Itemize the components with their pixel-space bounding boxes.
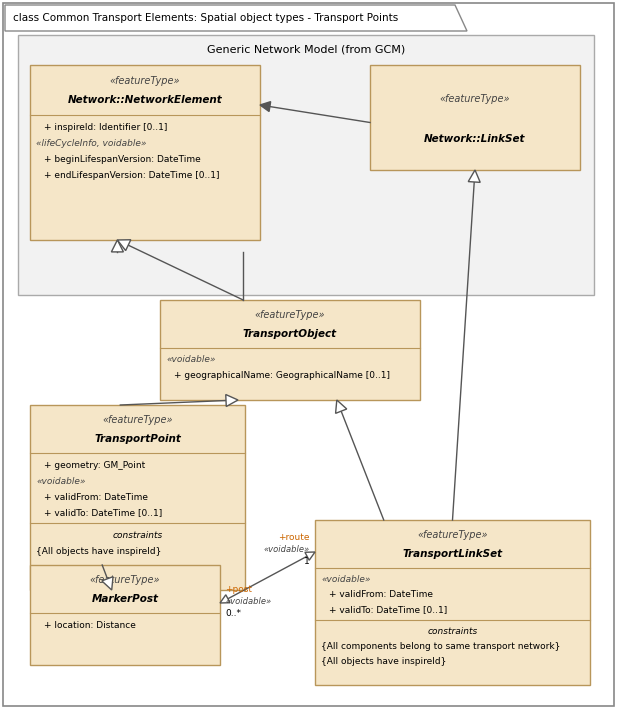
Polygon shape <box>5 5 467 31</box>
Text: Network::NetworkElement: Network::NetworkElement <box>68 95 222 105</box>
Polygon shape <box>112 240 123 252</box>
Polygon shape <box>260 101 271 111</box>
Text: + inspireId: Identifier [0..1]: + inspireId: Identifier [0..1] <box>44 123 167 131</box>
Text: «featureType»: «featureType» <box>110 76 180 86</box>
Polygon shape <box>117 240 131 250</box>
Text: 0..*: 0..* <box>225 608 241 618</box>
Text: + geographicalName: GeographicalName [0..1]: + geographicalName: GeographicalName [0.… <box>174 372 390 381</box>
Text: + validTo: DateTime [0..1]: + validTo: DateTime [0..1] <box>44 508 162 518</box>
Text: TransportObject: TransportObject <box>243 328 337 339</box>
Text: + endLifespanVersion: DateTime [0..1]: + endLifespanVersion: DateTime [0..1] <box>44 170 220 179</box>
Text: «voidable»: «voidable» <box>36 476 85 486</box>
Polygon shape <box>102 576 113 590</box>
Text: «featureType»: «featureType» <box>255 311 325 320</box>
Text: TransportLinkSet: TransportLinkSet <box>402 549 503 559</box>
Text: MarkerPost: MarkerPost <box>91 593 159 603</box>
Text: + location: Distance: + location: Distance <box>44 620 136 630</box>
Text: constraints: constraints <box>112 530 163 540</box>
Text: +route: +route <box>278 533 310 542</box>
Text: + beginLifespanVersion: DateTime: + beginLifespanVersion: DateTime <box>44 155 201 164</box>
Text: constraints: constraints <box>428 627 478 636</box>
Polygon shape <box>220 595 230 603</box>
Text: + validFrom: DateTime: + validFrom: DateTime <box>329 591 433 599</box>
Text: «lifeCycleInfo, voidable»: «lifeCycleInfo, voidable» <box>36 138 146 147</box>
Text: «voidable»: «voidable» <box>166 355 215 364</box>
Text: + geometry: GM_Point: + geometry: GM_Point <box>44 461 145 469</box>
Text: «voidable»: «voidable» <box>321 575 370 584</box>
Text: «featureType»: «featureType» <box>417 530 488 540</box>
Text: «featureType»: «featureType» <box>102 415 173 425</box>
Text: {All objects have inspireId}: {All objects have inspireId} <box>36 547 162 555</box>
Text: class Common Transport Elements: Spatial object types - Transport Points: class Common Transport Elements: Spatial… <box>13 13 398 23</box>
Text: «voidable»: «voidable» <box>264 545 310 554</box>
Text: 1: 1 <box>304 557 310 566</box>
Bar <box>370 65 580 170</box>
Polygon shape <box>336 400 347 413</box>
Text: TransportPoint: TransportPoint <box>94 434 181 444</box>
Bar <box>160 300 420 400</box>
Text: {All objects have inspireId}: {All objects have inspireId} <box>321 657 446 666</box>
Bar <box>18 35 594 295</box>
Text: «featureType»: «featureType» <box>440 94 510 104</box>
Text: + validFrom: DateTime: + validFrom: DateTime <box>44 493 148 501</box>
Text: {All components belong to same transport network}: {All components belong to same transport… <box>321 642 560 651</box>
Polygon shape <box>226 394 238 406</box>
Bar <box>315 520 590 685</box>
Polygon shape <box>468 170 480 182</box>
Text: + validTo: DateTime [0..1]: + validTo: DateTime [0..1] <box>329 605 447 615</box>
Text: «voidable»: «voidable» <box>225 596 271 605</box>
Bar <box>30 65 260 240</box>
Text: «featureType»: «featureType» <box>89 576 160 586</box>
Bar <box>30 405 245 590</box>
Text: Generic Network Model (from GCM): Generic Network Model (from GCM) <box>207 44 405 54</box>
Text: +post: +post <box>225 584 252 593</box>
Text: Network::LinkSet: Network::LinkSet <box>424 133 526 143</box>
Polygon shape <box>305 552 315 560</box>
Bar <box>30 565 220 665</box>
